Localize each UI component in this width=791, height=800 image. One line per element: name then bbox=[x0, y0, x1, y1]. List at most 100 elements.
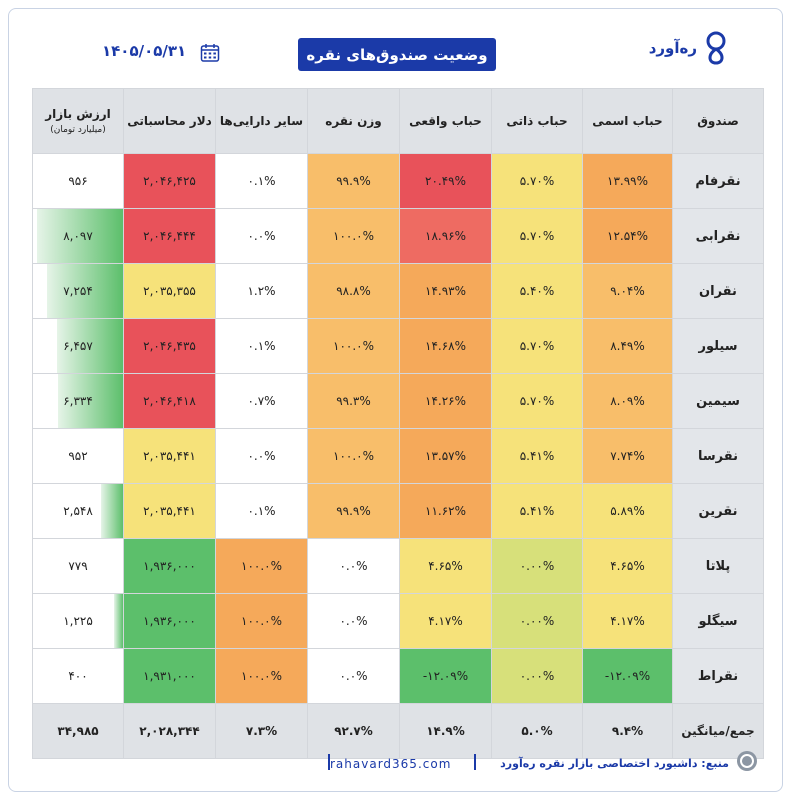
cell-silver: ۰.۰% bbox=[307, 648, 400, 704]
table-row: ۸,۰۹۷ ۲,۰۴۶,۴۴۴ ۰.۰% ۱۰۰.۰% ۱۸.۹۶% ۵.۷۰% ۱۲.۵۴… bbox=[32, 208, 764, 264]
page-frame bbox=[8, 8, 783, 792]
table-row: ۷۷۹ ۱,۹۳۶,۰۰۰ ۱۰۰.۰% ۰.۰% ۴.۶۵% ۰.۰۰% ۴.۶۵% پلا… bbox=[32, 538, 764, 594]
cell-market-value: ۹۵۲ bbox=[32, 428, 124, 484]
market-value-text: ۷,۲۵۴ bbox=[63, 284, 93, 298]
market-value-text: ۱,۲۲۵ bbox=[63, 614, 93, 628]
column-header-other: سایر دارایی‌ها bbox=[215, 88, 308, 154]
cell-nominal: ۹.۰۴% bbox=[582, 263, 673, 319]
cell-intrinsic: ۰.۰۰% bbox=[491, 648, 583, 704]
url-divider bbox=[328, 754, 330, 770]
cell-dollar: ۱,۹۳۱,۰۰۰ bbox=[123, 648, 216, 704]
column-header-real: حباب واقعی bbox=[399, 88, 492, 154]
market-value-bar bbox=[114, 594, 123, 648]
total-cell-dollar: ۲,۰۲۸,۳۴۴ bbox=[123, 703, 216, 759]
brand-logo: ره‌آورد bbox=[649, 30, 729, 66]
market-value-bar bbox=[58, 374, 123, 428]
cell-market-value: ۸,۰۹۷ bbox=[32, 208, 124, 264]
column-header-fund: صندوق bbox=[672, 88, 764, 154]
column-header-silver: وزن نقره bbox=[307, 88, 400, 154]
brand-name: ره‌آورد bbox=[648, 39, 697, 57]
source-note: منبع: داشبورد اختصاصی بازار نقره ره‌آورد bbox=[500, 757, 729, 770]
page-title: وضعیت صندوق‌های نقره bbox=[298, 38, 496, 71]
cell-other: ۰.۱% bbox=[215, 318, 308, 374]
market-value-text: ۷۷۹ bbox=[68, 559, 88, 573]
market-value-text: ۶,۳۳۴ bbox=[63, 394, 93, 408]
cell-nominal: ۸.۴۹% bbox=[582, 318, 673, 374]
cell-fund-name: سیلور bbox=[672, 318, 764, 374]
total-cell-silver: ۹۲.۷% bbox=[307, 703, 400, 759]
cell-real: ۴.۶۵% bbox=[399, 538, 492, 594]
cell-real: ۱۴.۹۳% bbox=[399, 263, 492, 319]
cell-nominal: ۵.۸۹% bbox=[582, 483, 673, 539]
cell-dollar: ۲,۰۳۵,۳۵۵ bbox=[123, 263, 216, 319]
cell-dollar: ۱,۹۳۶,۰۰۰ bbox=[123, 593, 216, 649]
cell-intrinsic: ۰.۰۰% bbox=[491, 538, 583, 594]
market-value-bar bbox=[101, 484, 123, 538]
column-header-label: حباب واقعی bbox=[409, 114, 482, 128]
column-header-label: حباب ذاتی bbox=[506, 114, 568, 128]
cell-fund-name: سیمین bbox=[672, 373, 764, 429]
cell-silver: ۹۹.۹% bbox=[307, 153, 400, 209]
cell-dollar: ۱,۹۳۶,۰۰۰ bbox=[123, 538, 216, 594]
cell-other: ۱.۲% bbox=[215, 263, 308, 319]
cell-other: ۰.۱% bbox=[215, 483, 308, 539]
cell-fund-name: نقراط bbox=[672, 648, 764, 704]
cell-intrinsic: ۰.۰۰% bbox=[491, 593, 583, 649]
cell-fund-name: نقرین bbox=[672, 483, 764, 539]
cell-market-value: ۹۵۶ bbox=[32, 153, 124, 209]
cell-fund-name: نقران bbox=[672, 263, 764, 319]
cell-market-value: ۱,۲۲۵ bbox=[32, 593, 124, 649]
cell-nominal: ۱۲.۵۴% bbox=[582, 208, 673, 264]
cell-nominal: ۴.۱۷% bbox=[582, 593, 673, 649]
column-header-sublabel: (میلیارد تومان) bbox=[50, 125, 106, 135]
market-value-text: ۶,۴۵۷ bbox=[63, 339, 93, 353]
market-value-text: ۲,۵۴۸ bbox=[63, 504, 93, 518]
website-url[interactable]: rahavard365.com bbox=[330, 757, 452, 771]
cell-silver: ۱۰۰.۰% bbox=[307, 208, 400, 264]
cell-fund-name: نقرسا bbox=[672, 428, 764, 484]
cell-dollar: ۲,۰۴۶,۴۴۴ bbox=[123, 208, 216, 264]
cell-fund-name: سیگلو bbox=[672, 593, 764, 649]
cell-intrinsic: ۵.۴۱% bbox=[491, 483, 583, 539]
column-header-label: ارزش بازار bbox=[45, 107, 111, 121]
cell-silver: ۱۰۰.۰% bbox=[307, 318, 400, 374]
cell-real: ۱۳.۵۷% bbox=[399, 428, 492, 484]
cell-dollar: ۲,۰۴۶,۴۱۸ bbox=[123, 373, 216, 429]
cell-nominal: ۷.۷۴% bbox=[582, 428, 673, 484]
column-header-dollar: دلار محاسباتی bbox=[123, 88, 216, 154]
cell-other: ۰.۰% bbox=[215, 428, 308, 484]
column-header-label: دلار محاسباتی bbox=[127, 114, 212, 128]
market-value-text: ۸,۰۹۷ bbox=[63, 229, 93, 243]
column-header-intrinsic: حباب ذاتی bbox=[491, 88, 583, 154]
market-value-bar bbox=[57, 319, 123, 373]
total-cell-mv: ۳۴,۹۸۵ bbox=[32, 703, 124, 759]
cell-nominal: ۴.۶۵% bbox=[582, 538, 673, 594]
brand-icon bbox=[706, 31, 726, 65]
column-header-mv: ارزش بازار (میلیارد تومان) bbox=[32, 88, 124, 154]
cell-dollar: ۲,۰۴۶,۴۲۵ bbox=[123, 153, 216, 209]
total-cell-other: ۷.۳% bbox=[215, 703, 308, 759]
column-header-label: سایر دارایی‌ها bbox=[219, 114, 304, 128]
cell-intrinsic: ۵.۷۰% bbox=[491, 373, 583, 429]
column-header-nominal: حباب اسمی bbox=[582, 88, 673, 154]
cell-silver: ۱۰۰.۰% bbox=[307, 428, 400, 484]
cell-real: ۱۱.۶۲% bbox=[399, 483, 492, 539]
cell-silver: ۹۹.۳% bbox=[307, 373, 400, 429]
table-header-row: ارزش بازار (میلیارد تومان) دلار محاسباتی سا… bbox=[32, 88, 764, 154]
cell-nominal: ۱۳.۹۹% bbox=[582, 153, 673, 209]
cell-fund-name: پلاتا bbox=[672, 538, 764, 594]
table-row: ۴۰۰ ۱,۹۳۱,۰۰۰ ۱۰۰.۰% ۰.۰% -۱۲.۰۹% ۰.۰۰% -۱۲.۰۹… bbox=[32, 648, 764, 704]
market-value-text: ۹۵۶ bbox=[68, 174, 88, 188]
silver-funds-table: ارزش بازار (میلیارد تومان) دلار محاسباتی سا… bbox=[32, 88, 764, 759]
cell-dollar: ۲,۰۳۵,۴۴۱ bbox=[123, 483, 216, 539]
table-row: ۲,۵۴۸ ۲,۰۳۵,۴۴۱ ۰.۱% ۹۹.۹% ۱۱.۶۲% ۵.۴۱% ۵.۸۹% ن… bbox=[32, 483, 764, 539]
cell-intrinsic: ۵.۷۰% bbox=[491, 318, 583, 374]
table-row: ۶,۳۳۴ ۲,۰۴۶,۴۱۸ ۰.۷% ۹۹.۳% ۱۴.۲۶% ۵.۷۰% ۸.۰۹% س… bbox=[32, 373, 764, 429]
table-row: ۶,۴۵۷ ۲,۰۴۶,۴۳۵ ۰.۱% ۱۰۰.۰% ۱۴.۶۸% ۵.۷۰% ۸.۴۹%… bbox=[32, 318, 764, 374]
market-value-text: ۴۰۰ bbox=[68, 669, 88, 683]
cell-fund-name: نقرابی bbox=[672, 208, 764, 264]
market-value-bar bbox=[36, 209, 123, 263]
cell-other: ۱۰۰.۰% bbox=[215, 648, 308, 704]
cell-other: ۰.۷% bbox=[215, 373, 308, 429]
cell-real: ۴.۱۷% bbox=[399, 593, 492, 649]
